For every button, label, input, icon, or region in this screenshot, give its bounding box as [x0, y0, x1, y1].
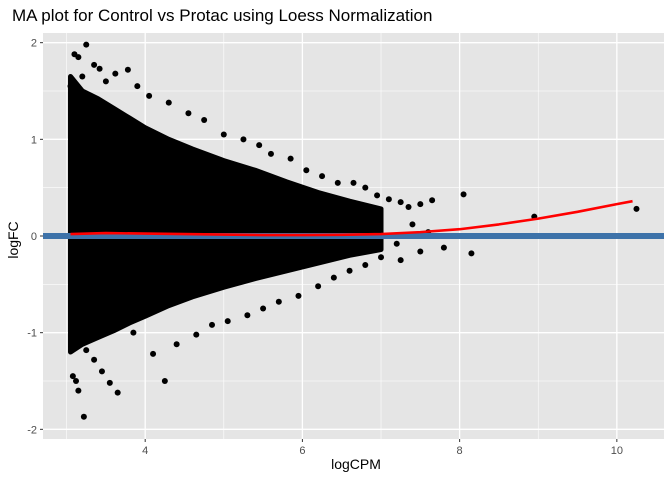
data-point — [417, 248, 424, 255]
data-point — [114, 389, 121, 396]
data-point — [220, 131, 227, 138]
data-point — [80, 413, 87, 420]
data-point — [83, 41, 90, 48]
data-point — [409, 221, 416, 228]
data-point — [350, 179, 357, 186]
data-point — [378, 254, 385, 261]
data-point — [385, 196, 392, 203]
data-point — [405, 204, 412, 210]
data-point — [91, 356, 98, 363]
data-point — [124, 66, 131, 73]
data-point — [75, 387, 82, 394]
data-point — [319, 173, 326, 180]
data-point — [165, 99, 172, 106]
data-point — [67, 83, 74, 90]
y-tick-label: 1 — [31, 134, 37, 146]
y-tick-label: -1 — [27, 328, 37, 340]
data-point — [440, 244, 447, 251]
data-point — [193, 331, 200, 338]
data-point — [134, 83, 141, 90]
x-tick-label: 8 — [457, 445, 463, 457]
data-point — [397, 199, 404, 206]
data-point — [185, 110, 192, 117]
data-point — [287, 155, 294, 162]
data-point — [150, 350, 157, 357]
data-point — [75, 54, 82, 61]
x-tick-label: 10 — [611, 445, 623, 457]
data-point — [275, 298, 282, 305]
x-axis-title: logCPM — [331, 456, 381, 472]
data-point — [260, 305, 267, 312]
y-tick-label: -2 — [27, 424, 37, 436]
data-point — [146, 92, 153, 99]
data-point — [244, 312, 251, 319]
data-point — [130, 329, 137, 336]
loess-curve — [70, 199, 633, 237]
data-point — [303, 167, 310, 174]
data-point — [633, 205, 640, 212]
data-point — [69, 373, 76, 380]
data-point — [315, 283, 322, 290]
data-point — [330, 274, 337, 281]
data-point — [468, 250, 475, 257]
data-point — [393, 240, 400, 247]
x-tick-label: 4 — [142, 445, 148, 457]
data-point — [240, 136, 247, 143]
y-tick-label: 2 — [31, 38, 37, 50]
chart-title: MA plot for Control vs Protac using Loes… — [12, 6, 432, 25]
x-axis: 4 6 8 10 — [142, 439, 623, 457]
data-point — [79, 73, 86, 80]
data-points — [67, 41, 640, 420]
data-point — [460, 191, 467, 198]
data-point — [397, 257, 404, 264]
dense-point-region — [68, 74, 384, 355]
data-point — [362, 184, 369, 191]
y-tick-label: 0 — [31, 231, 37, 243]
y-axis-title: logFC — [5, 221, 21, 258]
data-point — [334, 179, 341, 186]
data-point — [161, 378, 168, 384]
data-point — [112, 70, 119, 77]
data-point — [102, 78, 109, 85]
x-tick-label: 6 — [299, 445, 305, 457]
data-point — [173, 341, 180, 348]
point-cloud — [68, 74, 384, 355]
data-point — [73, 378, 80, 384]
data-point — [91, 61, 98, 68]
data-point — [374, 192, 381, 199]
data-point — [256, 142, 263, 149]
y-axis: -2 -1 0 1 2 — [27, 38, 43, 436]
data-point — [96, 65, 103, 72]
data-point — [417, 201, 424, 208]
data-point — [362, 262, 369, 268]
data-point — [346, 267, 353, 274]
data-point — [267, 150, 274, 157]
data-point — [224, 318, 231, 325]
data-point — [201, 117, 208, 123]
data-point — [429, 197, 436, 204]
data-point — [106, 379, 113, 386]
data-point — [98, 368, 105, 375]
data-point — [209, 321, 216, 328]
data-point — [83, 347, 90, 354]
data-point — [295, 292, 302, 299]
